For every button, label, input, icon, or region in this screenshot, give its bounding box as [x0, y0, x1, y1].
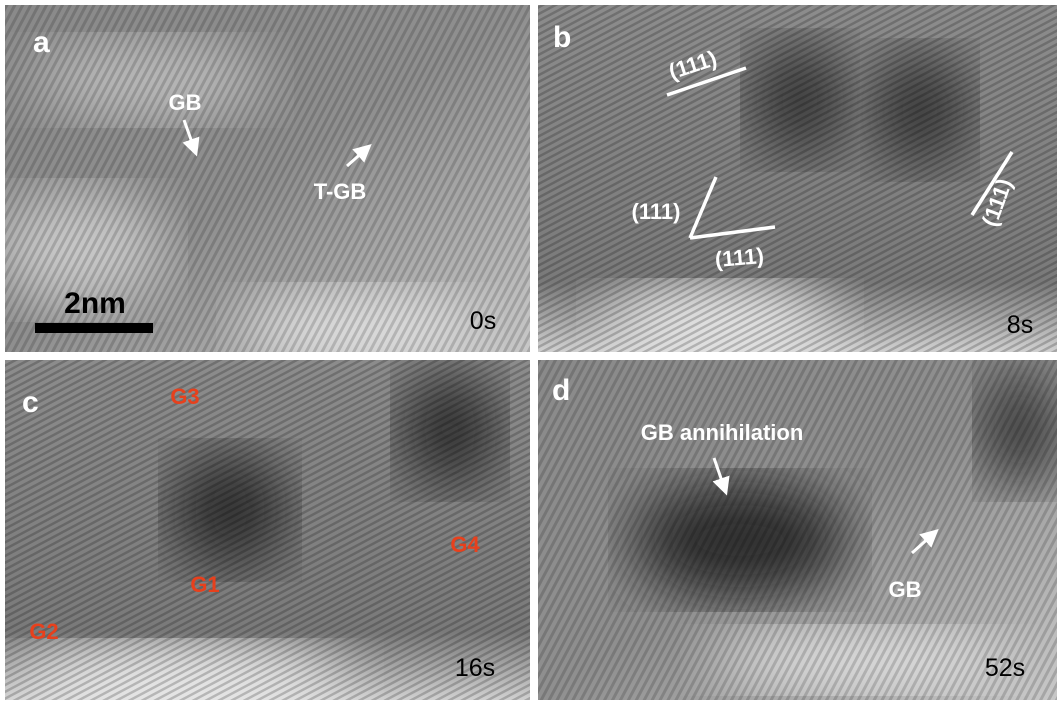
plane-label: (111) — [632, 199, 681, 224]
panel-d-image — [538, 360, 1059, 700]
timestamp: 0s — [470, 307, 496, 335]
annotation: GB annihilation — [641, 420, 804, 445]
annotation: GB — [169, 90, 202, 115]
scale-bar-label: 2nm — [64, 287, 126, 320]
timestamp: 52s — [985, 654, 1025, 682]
grain-label: G4 — [450, 532, 480, 557]
panel-letter: d — [552, 374, 570, 407]
scale-bar — [35, 323, 153, 333]
timestamp: 8s — [1007, 311, 1033, 339]
panel-letter: b — [553, 21, 571, 54]
figure: a GB T-GB 2nm 0s b (111) (111) (111) (11… — [0, 0, 1059, 704]
panel-b-image — [538, 5, 1057, 355]
annotation: GB — [889, 577, 922, 602]
plane-label: (111) — [714, 243, 765, 272]
timestamp: 16s — [455, 654, 495, 682]
grain-label: G2 — [29, 619, 58, 644]
grain-label: G3 — [170, 384, 199, 409]
grain-label: G1 — [190, 572, 219, 597]
annotation: T-GB — [314, 179, 367, 204]
panel-letter: c — [22, 386, 39, 419]
panel-letter: a — [33, 26, 50, 59]
